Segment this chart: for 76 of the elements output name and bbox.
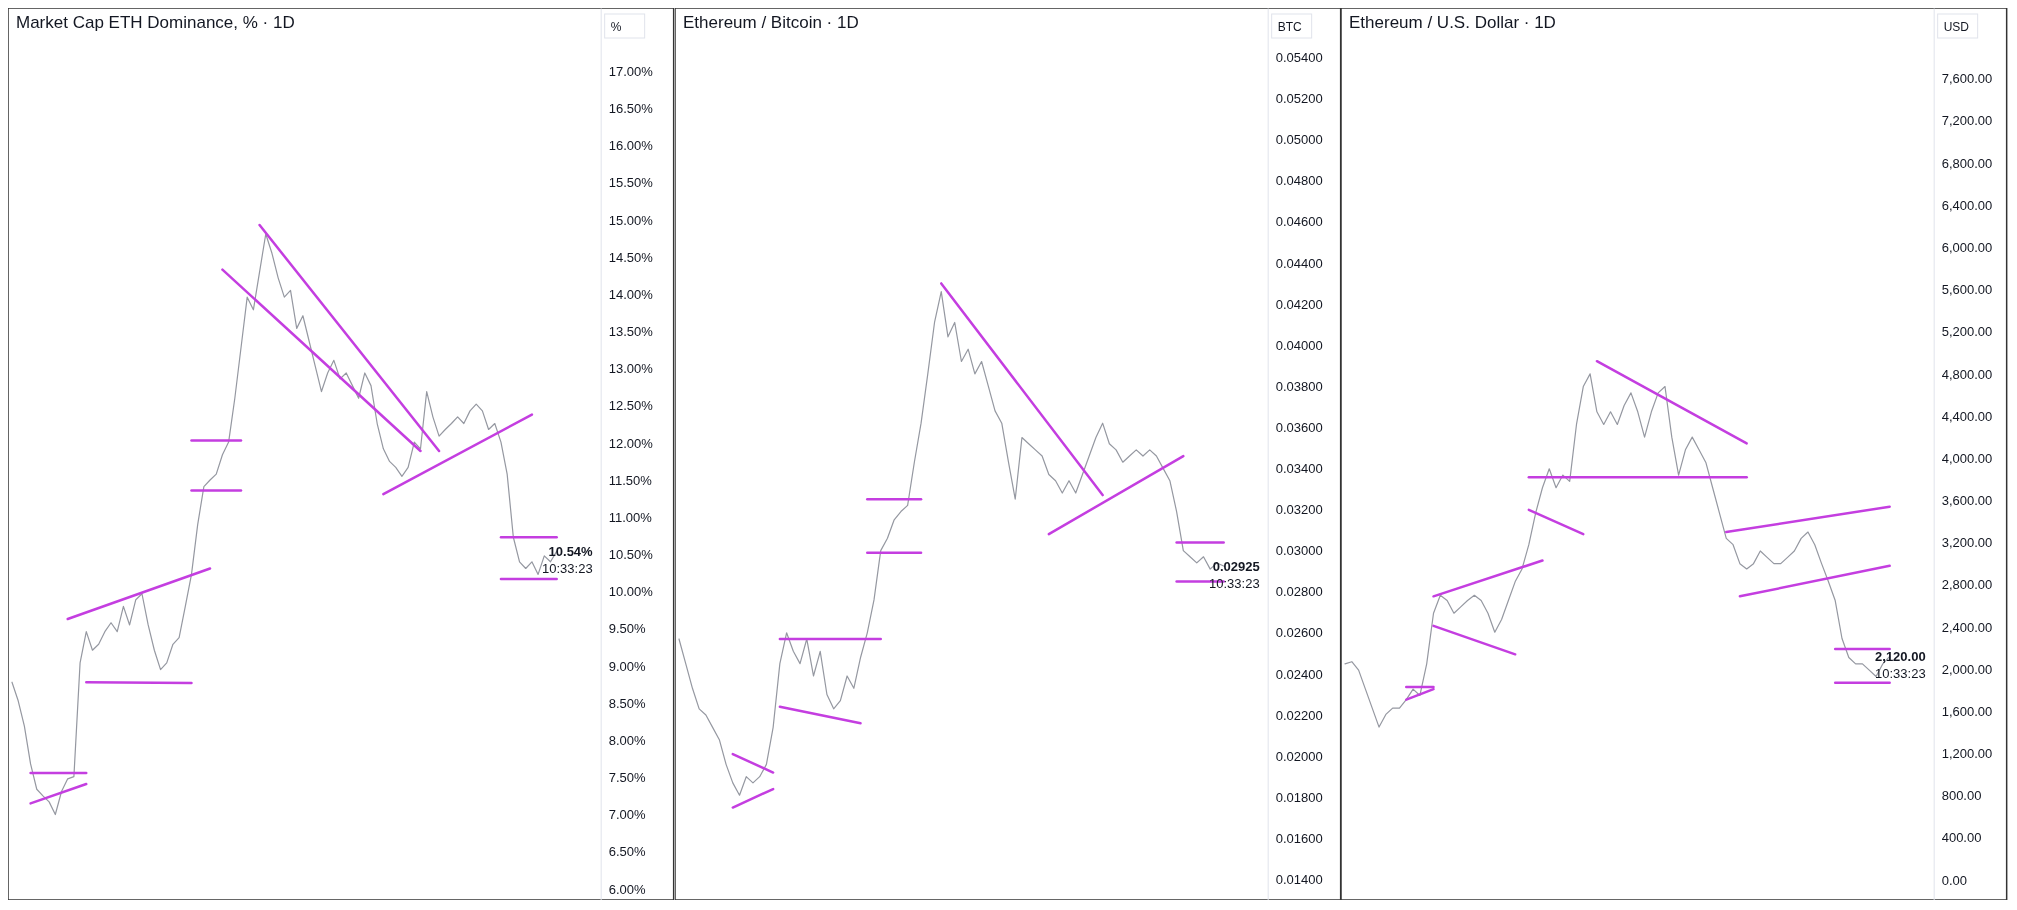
y-tick-label: 0.04600 bbox=[1275, 214, 1323, 230]
y-tick-label: 0.01400 bbox=[1275, 872, 1323, 888]
y-tick-label: 17.00% bbox=[608, 63, 654, 79]
y-axis-title: USD bbox=[1943, 20, 1970, 34]
y-tick-label: 2,800.00 bbox=[1941, 577, 1993, 593]
y-tick-label: 2,400.00 bbox=[1941, 619, 1993, 635]
y-tick-label: 12.50% bbox=[608, 398, 654, 414]
y-tick-label: 0.03000 bbox=[1275, 543, 1323, 559]
y-tick-label: 0.03200 bbox=[1275, 502, 1323, 518]
y-tick-label: 7.50% bbox=[608, 770, 646, 786]
y-tick-label: 6,800.00 bbox=[1941, 155, 1993, 171]
y-tick-label: 3,600.00 bbox=[1941, 493, 1993, 509]
y-tick-label: 6.00% bbox=[608, 881, 646, 897]
y-tick-label: 0.04000 bbox=[1275, 337, 1323, 353]
annotation: 10:33:23 bbox=[1208, 576, 1260, 592]
y-tick-label: 4,400.00 bbox=[1941, 408, 1993, 424]
y-tick-label: 7,200.00 bbox=[1941, 113, 1993, 129]
y-tick-label: 6.50% bbox=[608, 844, 646, 860]
y-tick-label: 5,600.00 bbox=[1941, 282, 1993, 298]
y-tick-label: 12.00% bbox=[608, 435, 654, 451]
y-tick-label: 7.00% bbox=[608, 807, 646, 823]
y-tick-label: 0.01800 bbox=[1275, 789, 1323, 805]
annotation: 10.54% bbox=[548, 544, 594, 560]
y-tick-label: 15.50% bbox=[608, 175, 654, 191]
y-tick-label: 1,200.00 bbox=[1941, 746, 1993, 762]
y-tick-label: 14.00% bbox=[608, 286, 654, 302]
y-tick-label: 16.00% bbox=[608, 138, 654, 154]
y-tick-label: 7,600.00 bbox=[1941, 71, 1993, 87]
y-tick-label: 0.02800 bbox=[1275, 584, 1323, 600]
y-tick-label: 15.00% bbox=[608, 212, 654, 228]
y-tick-label: 0.04200 bbox=[1275, 296, 1323, 312]
y-tick-label: 0.03400 bbox=[1275, 461, 1323, 477]
y-tick-label: 0.01600 bbox=[1275, 831, 1323, 846]
y-tick-label: 11.50% bbox=[608, 472, 653, 488]
y-axis-title: % bbox=[610, 20, 622, 34]
y-tick-label: 6,000.00 bbox=[1941, 240, 1993, 255]
y-tick-label: 400.00 bbox=[1941, 830, 1982, 846]
y-tick-label: 1,600.00 bbox=[1941, 703, 1993, 719]
y-tick-label: 0.05000 bbox=[1275, 132, 1323, 148]
y-tick-label: 4,000.00 bbox=[1941, 450, 1993, 466]
y-tick-label: 13.50% bbox=[608, 324, 654, 340]
y-tick-label: 0.05400 bbox=[1275, 49, 1323, 65]
annotation: 0.02925 bbox=[1212, 559, 1260, 575]
y-tick-label: 13.00% bbox=[608, 361, 654, 377]
y-tick-label: 4,800.00 bbox=[1941, 366, 1993, 382]
y-tick-label: 0.02200 bbox=[1275, 707, 1323, 723]
chart-title: Ethereum / U.S. Dollar · 1D bbox=[1349, 13, 1557, 32]
y-tick-label: 2,000.00 bbox=[1941, 661, 1993, 677]
y-tick-label: 6,400.00 bbox=[1941, 197, 1993, 213]
y-tick-label: 8.50% bbox=[608, 695, 646, 711]
y-tick-label: 9.00% bbox=[608, 658, 646, 674]
chart-title: Market Cap ETH Dominance, % · 1D bbox=[16, 13, 295, 32]
y-tick-label: 0.05200 bbox=[1275, 91, 1323, 107]
y-tick-label: 9.50% bbox=[608, 621, 646, 637]
annotation: 10:33:23 bbox=[542, 561, 593, 577]
y-tick-label: 0.02600 bbox=[1275, 625, 1323, 641]
y-tick-label: 0.03600 bbox=[1275, 419, 1323, 435]
y-tick-label: 14.50% bbox=[608, 249, 654, 265]
y-axis-title: BTC bbox=[1277, 20, 1302, 34]
y-tick-label: 3,200.00 bbox=[1941, 535, 1993, 551]
y-tick-label: 0.03800 bbox=[1275, 378, 1323, 394]
y-tick-label: 10.50% bbox=[608, 547, 654, 563]
annotation: 2,120.00 bbox=[1875, 649, 1926, 665]
y-tick-label: 0.02000 bbox=[1275, 748, 1323, 764]
y-tick-label: 800.00 bbox=[1941, 788, 1982, 804]
chart-title: Ethereum / Bitcoin · 1D bbox=[682, 13, 859, 32]
y-tick-label: 8.00% bbox=[608, 732, 646, 748]
y-tick-label: 10.00% bbox=[608, 584, 654, 600]
annotation: 10:33:23 bbox=[1875, 666, 1926, 682]
y-tick-label: 0.04400 bbox=[1275, 255, 1323, 271]
y-tick-label: 16.50% bbox=[608, 101, 654, 117]
y-tick-label: 5,200.00 bbox=[1941, 324, 1993, 340]
y-tick-label: 11.00% bbox=[608, 509, 653, 525]
y-tick-label: 0.04800 bbox=[1275, 173, 1323, 189]
y-tick-label: 0.02400 bbox=[1275, 666, 1323, 682]
y-tick-label: 0.00 bbox=[1941, 872, 1968, 888]
